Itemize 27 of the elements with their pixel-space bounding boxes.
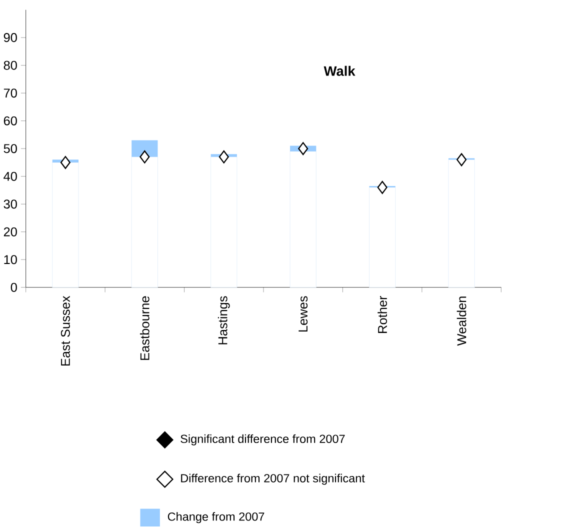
x-tick-label: Eastbourne bbox=[140, 296, 150, 360]
point bbox=[298, 142, 308, 155]
point bbox=[218, 150, 229, 164]
y-tick-label: 30 bbox=[4, 199, 17, 208]
x-tick-label: Hastings bbox=[218, 296, 230, 344]
y-tick-label: 50 bbox=[4, 144, 17, 153]
legend-label: Change from 2007 bbox=[168, 512, 264, 523]
point bbox=[140, 150, 150, 164]
y-tick-label: 10 bbox=[4, 254, 17, 264]
x-tick-label: Rother bbox=[378, 296, 388, 333]
legend-label: Difference from 2007 not significant bbox=[181, 474, 365, 485]
y-tick-label: 60 bbox=[4, 116, 17, 126]
y-tick-label: 80 bbox=[4, 60, 17, 70]
x-tick-label: Lewes bbox=[298, 296, 308, 332]
x-tick-label: East Sussex bbox=[60, 296, 70, 366]
point bbox=[377, 180, 388, 194]
y-tick-label: 0 bbox=[10, 282, 17, 292]
text: Walk bbox=[324, 66, 356, 76]
point bbox=[456, 152, 467, 166]
bar bbox=[132, 140, 158, 157]
y-tick-label: 20 bbox=[4, 227, 17, 236]
point bbox=[60, 156, 70, 169]
x-tick-label: Wealden bbox=[456, 296, 466, 346]
y-tick-label: 40 bbox=[4, 172, 17, 181]
y-tick-label: 70 bbox=[4, 88, 17, 98]
legend-label: Significant difference from 2007 bbox=[180, 434, 345, 446]
y-tick-label: 90 bbox=[4, 32, 17, 42]
